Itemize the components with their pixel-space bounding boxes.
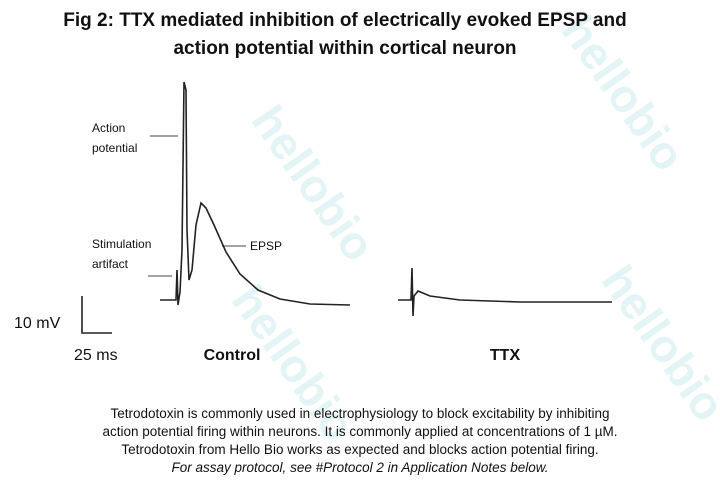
title-line: action potential within cortical neuron [173,38,516,59]
scale-label: 10 mV [14,315,61,332]
title-line: Fig 2: TTX mediated inhibition of electr… [63,10,626,31]
scale-label: 25 ms [74,347,118,364]
watermark: hellobio [592,256,720,430]
watermark: hellobio [552,6,696,180]
label: artifact [92,257,129,271]
condition-label: TTX [490,347,521,364]
scale-bar [81,296,112,334]
condition-label: Control [204,347,261,364]
caption-line: For assay protocol, see #Protocol 2 in A… [172,460,549,475]
watermarks: hellobio hellobio hellobio hellobio [222,6,720,450]
label: potential [92,141,137,155]
label: Action [92,121,125,135]
control-trace [160,81,351,306]
label: EPSP [250,239,282,253]
caption-line: Tetrodotoxin is commonly used in electro… [111,406,610,421]
caption-line: Tetrodotoxin from Hello Bio works as exp… [121,442,598,457]
caption-line: action potential firing within neurons. … [102,424,617,439]
label: Stimulation [92,237,151,251]
ttx-trace [398,267,612,317]
